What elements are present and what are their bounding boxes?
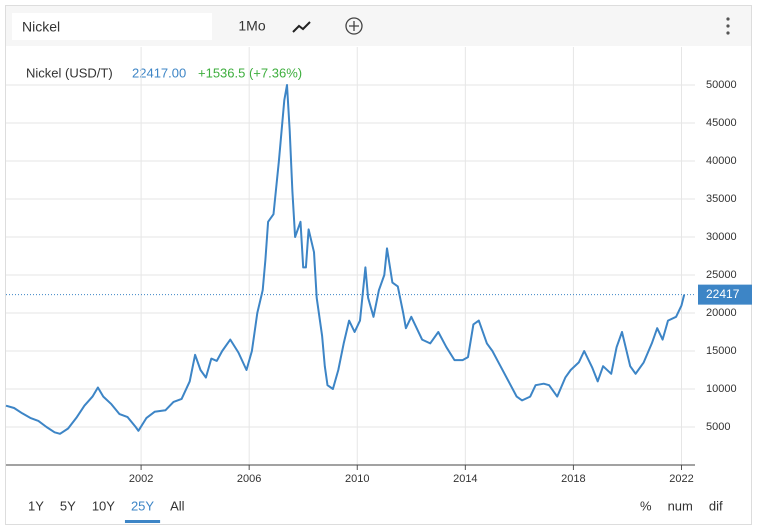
legend-change: +1536.5 (+7.36%) (198, 65, 302, 80)
y-tick-label: 10000 (706, 383, 737, 395)
legend-name: Nickel (USD/T) (26, 65, 113, 80)
x-tick-label: 2006 (237, 473, 261, 485)
menu-icon[interactable] (726, 17, 730, 35)
interval-button[interactable]: 1Mo (238, 18, 265, 34)
range-button[interactable]: 1Y (28, 498, 44, 513)
y-tick-label: 25000 (706, 269, 737, 281)
y-tick-label: 5000 (706, 421, 730, 433)
mode-button[interactable]: % (640, 498, 652, 513)
mode-button[interactable]: num (668, 498, 693, 513)
mode-button[interactable]: dif (709, 498, 723, 513)
frame (5, 5, 752, 525)
x-tick-label: 2002 (129, 473, 153, 485)
legend-price: 22417.00 (132, 65, 186, 80)
range-button[interactable]: All (170, 498, 185, 513)
x-tick-label: 2014 (453, 473, 477, 485)
y-tick-label: 40000 (706, 155, 737, 167)
symbol-input[interactable] (12, 13, 212, 40)
price-line (5, 84, 686, 435)
y-tick-label: 30000 (706, 231, 737, 243)
add-icon-plus (349, 21, 359, 31)
last-value-box (698, 284, 752, 305)
add-icon[interactable] (345, 17, 363, 35)
x-tick-label: 2010 (345, 473, 369, 485)
range-button[interactable]: 25Y (131, 498, 154, 513)
x-tick-label: 2022 (669, 473, 693, 485)
range-button[interactable]: 5Y (60, 498, 76, 513)
range-button[interactable]: 10Y (92, 498, 115, 513)
last-value-label: 22417 (706, 287, 740, 301)
x-tick-label: 2018 (561, 473, 585, 485)
symbol-text: Nickel (22, 19, 60, 35)
y-tick-label: 35000 (706, 193, 737, 205)
y-tick-label: 45000 (706, 117, 737, 129)
active-range-bar (124, 520, 161, 523)
chart-type-icon[interactable] (292, 21, 311, 33)
y-tick-label: 15000 (706, 345, 737, 357)
y-tick-label: 50000 (706, 79, 737, 91)
y-tick-label: 20000 (706, 307, 737, 319)
